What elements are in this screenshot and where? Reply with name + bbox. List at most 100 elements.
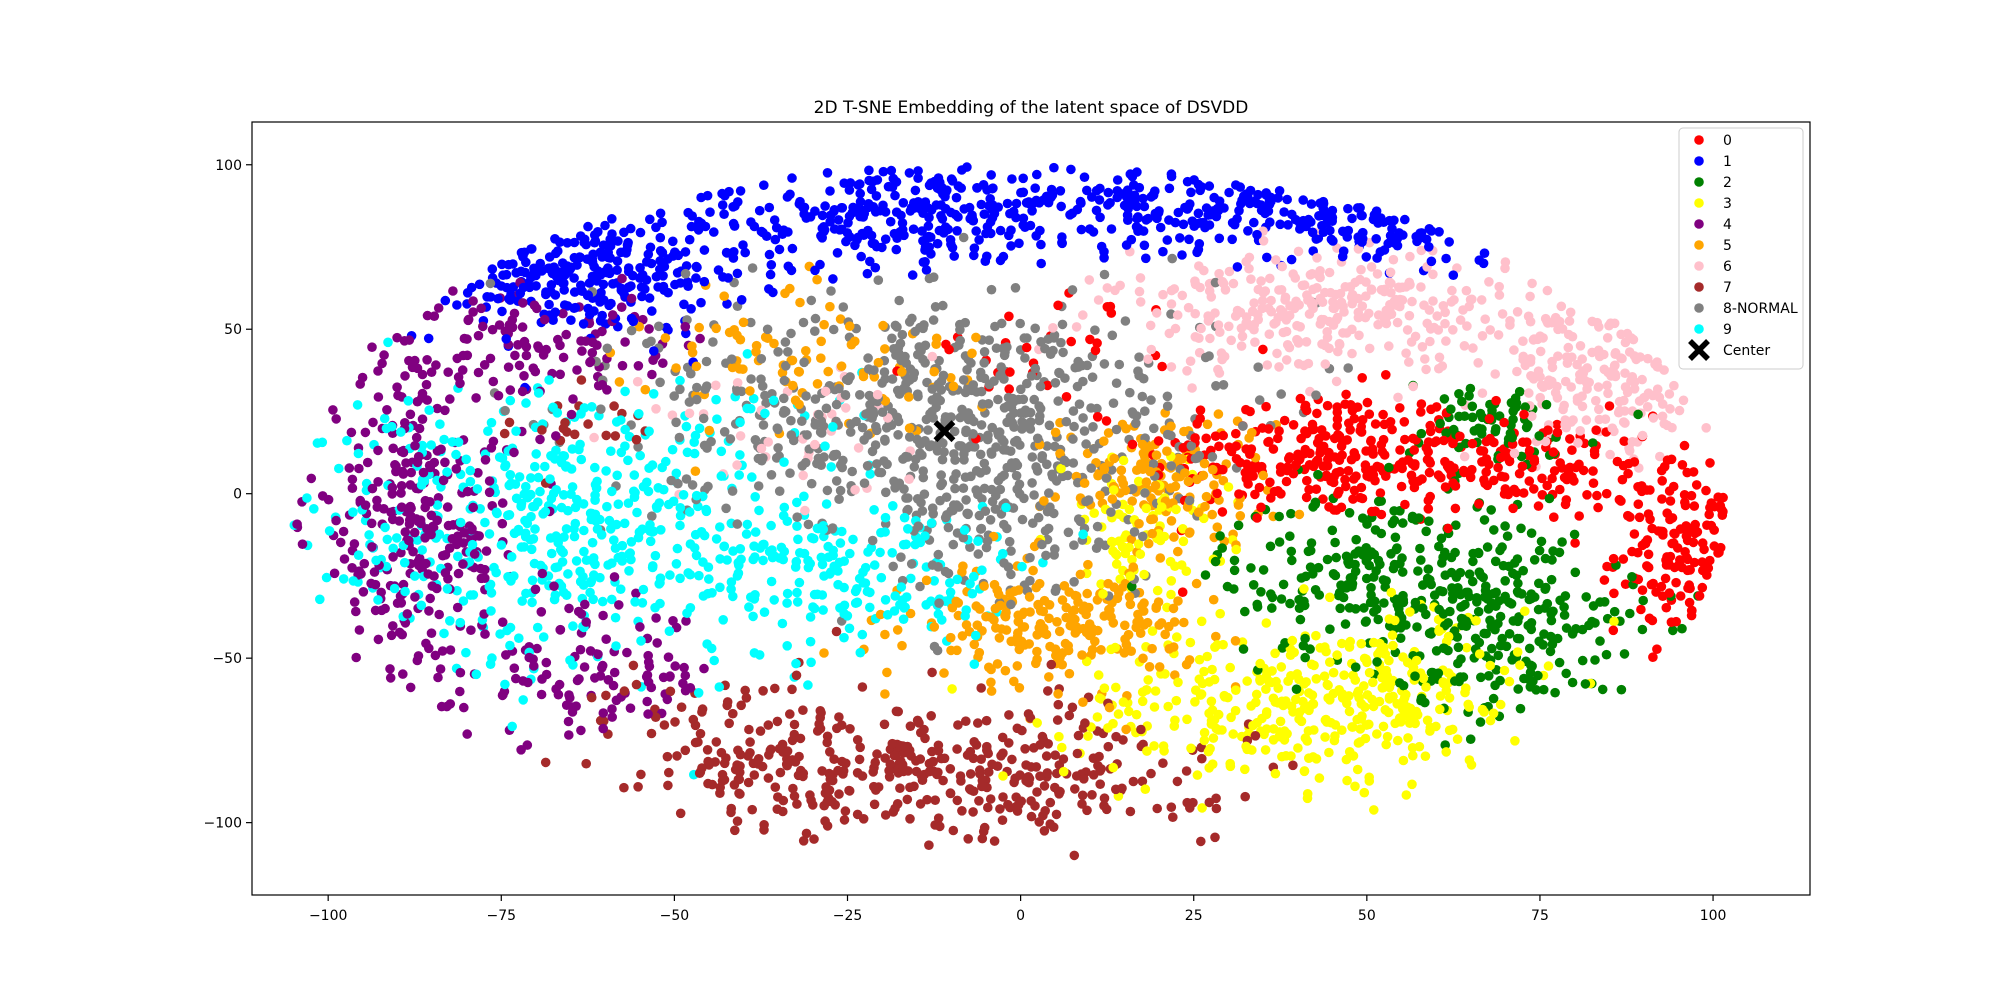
scatter-point-8-NORMAL	[1311, 390, 1321, 401]
scatter-point-2	[1457, 396, 1467, 407]
scatter-point-1	[1192, 247, 1202, 258]
scatter-point-4	[643, 677, 654, 687]
scatter-point-1	[584, 278, 595, 288]
scatter-point-9	[769, 595, 779, 605]
scatter-point-7	[676, 702, 687, 712]
scatter-point-9	[929, 576, 939, 586]
scatter-point-3	[1204, 708, 1214, 719]
scatter-point-7	[911, 756, 921, 766]
scatter-point-8-NORMAL	[596, 404, 606, 415]
scatter-point-8-NORMAL	[702, 381, 712, 392]
scatter-point-7	[1031, 762, 1042, 772]
scatter-point-9	[848, 534, 858, 545]
scatter-point-9	[538, 632, 549, 642]
scatter-point-7	[1023, 709, 1034, 719]
scatter-point-5	[719, 291, 729, 302]
scatter-point-9	[779, 546, 790, 557]
scatter-point-4	[415, 515, 426, 525]
scatter-point-8-NORMAL	[831, 399, 842, 410]
scatter-point-2	[1394, 603, 1404, 614]
scatter-point-0	[1370, 419, 1381, 429]
scatter-point-1	[1138, 193, 1148, 204]
scatter-point-6	[1331, 376, 1342, 387]
scatter-point-6	[1194, 261, 1204, 271]
scatter-point-2	[1285, 598, 1295, 609]
scatter-point-4	[575, 644, 586, 655]
scatter-point-9	[521, 588, 531, 599]
scatter-point-2	[1366, 582, 1376, 593]
scatter-point-3	[1096, 579, 1106, 589]
scatter-point-7	[806, 795, 816, 806]
scatter-point-1	[754, 205, 765, 216]
scatter-point-0	[1256, 502, 1266, 513]
scatter-point-5	[1170, 670, 1180, 680]
scatter-point-3	[1133, 539, 1144, 549]
scatter-point-6	[1593, 382, 1604, 392]
scatter-point-0	[1529, 454, 1540, 465]
scatter-point-3	[1382, 671, 1393, 681]
scatter-point-4	[457, 365, 468, 375]
scatter-point-2	[1476, 672, 1486, 683]
scatter-point-3	[1171, 695, 1182, 706]
scatter-point-8-NORMAL	[680, 268, 691, 279]
scatter-point-9	[869, 560, 880, 570]
scatter-point-7	[595, 715, 606, 726]
scatter-point-1	[686, 304, 696, 314]
scatter-point-9	[602, 501, 612, 512]
scatter-point-8-NORMAL	[1068, 406, 1079, 416]
scatter-point-1	[1002, 198, 1013, 209]
scatter-point-9	[828, 422, 838, 432]
scatter-point-0	[1324, 502, 1334, 512]
scatter-point-3	[1474, 649, 1485, 659]
scatter-point-9	[880, 595, 891, 605]
scatter-point-1	[603, 247, 613, 258]
scatter-point-2	[1500, 521, 1510, 531]
scatter-point-9	[889, 606, 900, 616]
scatter-point-6	[1581, 415, 1592, 425]
scatter-point-6	[1563, 342, 1574, 353]
scatter-point-6	[1480, 314, 1490, 325]
scatter-point-9	[712, 414, 722, 425]
scatter-point-1	[829, 224, 840, 234]
scatter-point-3	[1422, 715, 1433, 726]
scatter-point-7	[736, 700, 746, 711]
scatter-point-6	[1195, 282, 1205, 293]
scatter-point-7	[719, 758, 730, 769]
scatter-point-7	[968, 807, 978, 817]
scatter-point-7	[782, 746, 793, 756]
scatter-point-6	[1607, 423, 1618, 434]
scatter-point-8-NORMAL	[1081, 439, 1091, 449]
scatter-point-9	[898, 539, 909, 550]
scatter-point-5	[825, 301, 835, 312]
scatter-point-1	[562, 238, 573, 248]
scatter-point-9	[535, 486, 545, 497]
scatter-point-9	[500, 460, 511, 470]
scatter-point-1	[864, 165, 874, 176]
scatter-point-4	[574, 674, 584, 684]
scatter-point-1	[679, 299, 689, 310]
scatter-point-4	[643, 709, 653, 719]
scatter-point-1	[1177, 250, 1187, 260]
scatter-point-6	[1190, 332, 1201, 342]
scatter-point-1	[969, 243, 980, 253]
scatter-point-6	[1527, 411, 1537, 422]
scatter-point-9	[352, 400, 363, 410]
scatter-point-7	[880, 810, 891, 820]
scatter-point-8-NORMAL	[906, 559, 917, 569]
scatter-point-5	[1212, 522, 1223, 532]
scatter-point-3	[1320, 732, 1330, 742]
scatter-point-8-NORMAL	[1006, 599, 1016, 610]
scatter-point-3	[1471, 615, 1481, 626]
scatter-point-2	[1557, 537, 1567, 547]
scatter-point-0	[1357, 373, 1367, 383]
scatter-point-5	[1258, 470, 1268, 481]
scatter-point-6	[1485, 325, 1495, 335]
scatter-point-1	[910, 185, 921, 196]
scatter-point-7	[646, 728, 657, 739]
scatter-point-0	[1364, 409, 1375, 420]
scatter-point-9	[613, 499, 624, 510]
scatter-point-6	[1093, 295, 1104, 305]
scatter-point-8-NORMAL	[821, 403, 832, 414]
scatter-point-7	[703, 756, 713, 767]
scatter-point-2	[1370, 596, 1380, 607]
